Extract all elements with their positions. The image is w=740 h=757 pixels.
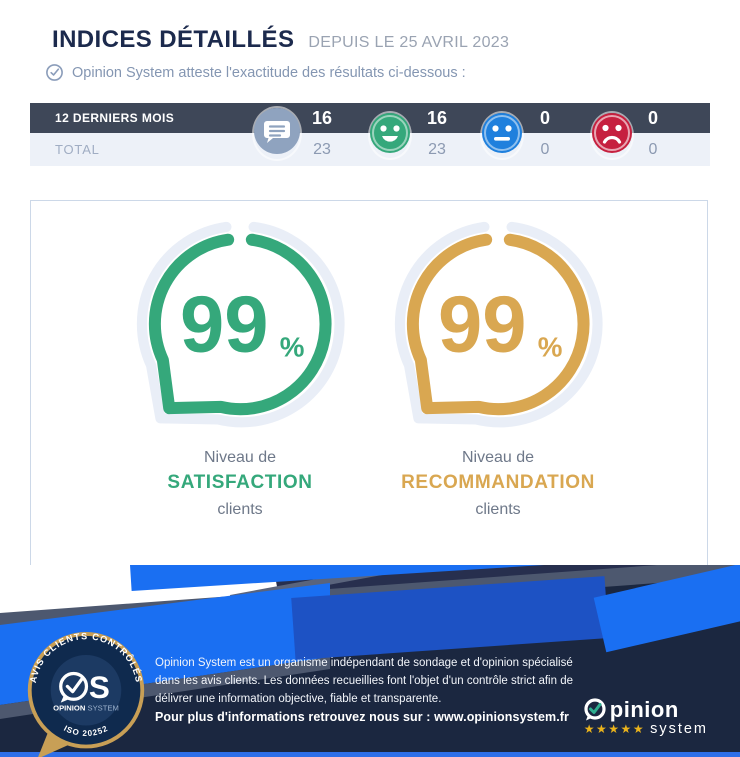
gauge-label-line1: Niveau de (461, 449, 535, 466)
stats-row1-label: 12 DERNIERS MOIS (55, 111, 175, 125)
gauge-halo-ring (394, 221, 603, 428)
gauge-label-line3: clients (217, 501, 263, 518)
footer: AVIS CLIENTS CONTRÔLÉS ISO 20252 S OPINI… (0, 565, 740, 757)
speech-bubble-icon (254, 108, 300, 159)
recommendation-gauge: 99 % Niveau de RECOMMANDATION clients (369, 213, 627, 567)
footer-description: Opinion System est un organisme indépend… (155, 657, 573, 705)
logo-five-stars: ★★★★★ (583, 722, 646, 736)
stat-value-positive-total: 23 (428, 141, 446, 158)
logo-system-text: system (650, 721, 708, 737)
gauge-bubble-ring (148, 233, 332, 416)
stats-bar: 12 DERNIERS MOIS TOTAL 16 16 0 0 23 23 0… (30, 103, 710, 166)
gauge-unit: % (538, 331, 563, 362)
gauge-value: 99 (438, 280, 526, 369)
check-circle-icon (45, 63, 64, 82)
logo-name-text: pinion (609, 697, 679, 722)
satisfaction-gauge-chart: 99 % (136, 221, 345, 428)
gauge-value: 99 (180, 280, 268, 369)
stat-value-neutral-total: 0 (540, 141, 550, 158)
recommendation-gauge-chart: 99 % (394, 221, 603, 428)
stat-value-negative-12m: 0 (647, 108, 658, 128)
gauge-bubble-ring (406, 233, 590, 416)
footer-cta-link[interactable]: Pour plus d'informations retrouvez nous … (155, 710, 570, 724)
badge-org-light: SYSTEM (85, 704, 118, 713)
happy-face-icon (370, 113, 410, 158)
logo-check-bubble-icon (582, 697, 608, 723)
sad-face-icon (592, 113, 632, 158)
neutral-face-icon (482, 113, 522, 158)
page-title: INDICES DÉTAILLÉS (52, 26, 295, 53)
stat-value-negative-total: 0 (648, 141, 658, 158)
badge-check-icon (65, 677, 84, 694)
gauge-label-satisfaction: SATISFACTION (167, 472, 313, 493)
stats-row2-label: TOTAL (55, 142, 100, 157)
gauge-label-recommendation: RECOMMANDATION (401, 472, 595, 493)
badge-os-monogram: S (59, 670, 110, 705)
page-subtitle: DEPUIS LE 25 AVRIL 2023 (308, 34, 510, 51)
stat-value-reviews-total: 23 (313, 141, 331, 158)
stat-value-neutral-12m: 0 (539, 108, 550, 128)
attestation-text: Opinion System atteste l'exactitude des … (72, 64, 466, 81)
indices-card: 99 % Niveau de SATISFACTION clients 99 %… (30, 200, 708, 568)
gauge-halo-ring (136, 221, 345, 428)
badge-monogram-s: S (89, 670, 110, 705)
gauge-unit: % (280, 331, 305, 362)
satisfaction-gauge: 99 % Niveau de SATISFACTION clients (111, 213, 369, 567)
svg-text:OPINION SYSTEM: OPINION SYSTEM (53, 704, 119, 713)
gauge-label-line3: clients (475, 501, 521, 518)
opinion-system-logo[interactable]: pinion ★★★★★ system (582, 697, 708, 737)
badge-org-bold: OPINION (53, 704, 85, 713)
stat-value-reviews-12m: 16 (311, 108, 333, 128)
footer-bottom-blue-strip (0, 752, 740, 757)
report-header: INDICES DÉTAILLÉS DEPUIS LE 25 AVRIL 202… (46, 26, 510, 82)
certification-badge[interactable]: AVIS CLIENTS CONTRÔLÉS ISO 20252 S OPINI… (24, 627, 148, 757)
gauge-label-line1: Niveau de (203, 449, 277, 466)
stat-value-positive-12m: 16 (426, 108, 448, 128)
